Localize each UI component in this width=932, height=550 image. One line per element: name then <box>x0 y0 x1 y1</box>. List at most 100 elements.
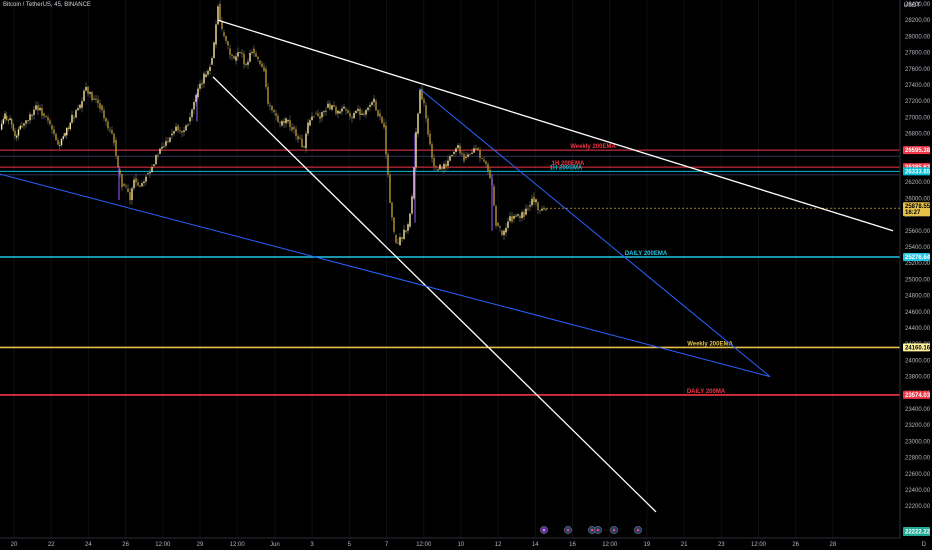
candle-body <box>111 130 113 134</box>
x-tick-label: 12 <box>495 542 502 548</box>
x-tick-label: 22 <box>48 542 55 548</box>
candle-body <box>137 182 139 186</box>
candle-body <box>545 208 547 210</box>
candle-body <box>243 53 245 65</box>
candle-body <box>125 185 127 187</box>
candle <box>9 115 11 121</box>
candle <box>543 205 545 212</box>
candle-body <box>299 137 301 139</box>
candle <box>545 208 547 212</box>
candle-body <box>66 127 68 136</box>
candle-body <box>99 103 101 109</box>
candle <box>233 55 235 60</box>
candle <box>389 172 391 204</box>
candle-body <box>21 125 23 128</box>
candle <box>275 109 277 121</box>
candle-body <box>16 135 18 138</box>
candle <box>175 122 177 132</box>
candle <box>387 151 389 178</box>
trendline <box>0 173 771 378</box>
candle <box>255 50 257 58</box>
candle-body <box>285 118 287 124</box>
candle <box>87 86 89 97</box>
tag-box <box>903 343 930 352</box>
economic-event-icon[interactable] <box>610 526 618 534</box>
candle-body <box>185 125 187 131</box>
time-axis[interactable]: 20 22 24 26 12:00 29 12:00 Jun 3 5 7 12:00 10 12 14 16 1… <box>0 537 900 548</box>
candle <box>211 56 213 66</box>
bottom-price-tag: 22222.22 <box>903 527 931 536</box>
tag-box <box>903 202 930 217</box>
candle <box>501 229 503 237</box>
candle <box>449 154 451 163</box>
candle <box>29 111 31 125</box>
candle-body <box>405 230 407 232</box>
economic-event-icon[interactable] <box>594 526 602 534</box>
candle <box>75 108 77 119</box>
candle-body <box>139 185 141 187</box>
candle <box>523 208 525 221</box>
candle <box>171 128 173 139</box>
y-tick-label: 22400.00 <box>905 488 931 494</box>
candle <box>5 111 8 121</box>
candle <box>279 121 281 128</box>
scale-mode-button[interactable]: D <box>921 542 926 548</box>
candle-body <box>515 215 517 217</box>
candle <box>521 210 523 222</box>
candle-body <box>455 148 457 152</box>
candle-body <box>309 120 311 126</box>
candle-body <box>287 120 289 122</box>
candle-body <box>227 41 229 46</box>
candle-body <box>167 141 169 142</box>
candle <box>231 53 233 61</box>
candle-body <box>457 145 459 149</box>
candle-body <box>437 169 439 171</box>
candle <box>427 115 429 137</box>
candle-body <box>511 216 513 222</box>
candle <box>215 20 217 49</box>
economic-event-icon[interactable] <box>634 526 642 534</box>
candle <box>317 109 319 117</box>
earnings-event-icon[interactable] <box>540 526 548 534</box>
candle-body <box>537 202 539 210</box>
candle <box>365 108 367 118</box>
candle <box>511 211 513 224</box>
candle <box>465 152 467 160</box>
candle-body <box>71 114 73 123</box>
candle <box>91 90 93 103</box>
y-tick-label: 23200.00 <box>905 423 931 429</box>
x-tick-label: 7 <box>385 542 389 548</box>
candle <box>121 173 123 192</box>
candle-body <box>25 120 27 124</box>
candle-body <box>91 92 93 101</box>
x-tick-label: 14 <box>532 542 539 548</box>
x-tick-label: 19 <box>644 542 651 548</box>
candle <box>497 222 499 227</box>
candle <box>227 40 229 50</box>
hline-label: DAILY 200EMA <box>625 251 668 257</box>
candle-body <box>27 120 29 122</box>
symbol-legend[interactable]: Bitcoin / TetherUS, 45, BINANCE <box>3 2 91 8</box>
candle <box>235 53 237 65</box>
candle-body <box>171 133 173 136</box>
candle <box>487 161 489 175</box>
candle <box>201 79 203 89</box>
candle-body <box>62 136 64 139</box>
economic-event-icon[interactable] <box>564 526 572 534</box>
candle <box>239 51 241 53</box>
event-markers[interactable] <box>540 526 642 534</box>
candle-body <box>397 242 399 244</box>
candle <box>219 0 221 22</box>
candle-body <box>387 154 389 175</box>
event-dot <box>542 528 546 532</box>
x-tick-label: 24 <box>85 542 92 548</box>
currency-label[interactable]: USDT <box>903 3 920 9</box>
candle <box>475 144 477 150</box>
y-tick-label: 23000.00 <box>905 439 931 445</box>
candle <box>159 148 161 155</box>
candle <box>31 113 33 121</box>
candle <box>485 159 487 168</box>
